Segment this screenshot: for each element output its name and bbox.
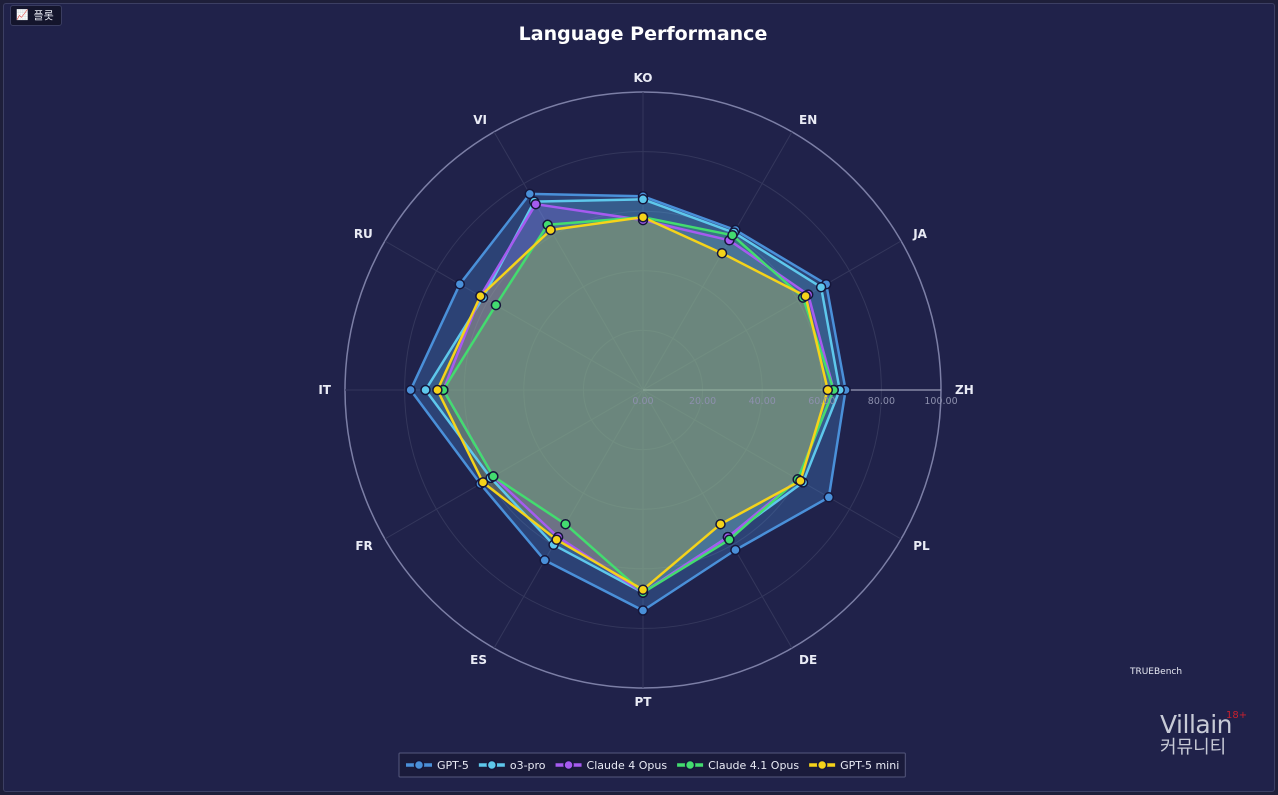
radial-tick-label: 20.00 — [689, 396, 716, 407]
data-point-gpt-5-mini — [822, 384, 834, 396]
data-point-gpt-5-mini — [477, 477, 489, 488]
radial-tick-label: 60.00 — [808, 396, 835, 407]
data-point-gpt-5 — [637, 605, 649, 616]
axis-labels: 0.00 20.00 40.00 60.00 80.00 100.00 KO EN JA ZH PL… — [318, 71, 973, 709]
grid-spoke — [493, 389, 644, 649]
data-point-o3-pro — [815, 281, 827, 293]
radar-grid — [344, 91, 942, 689]
radial-tick-label: 0.00 — [632, 396, 653, 407]
legend-item-o3-pro[interactable]: o3-pro — [478, 759, 546, 772]
legend: GPT-5 o3-pro Claude 4 Opus Claude 4.1 Opus G… — [398, 752, 906, 778]
grid-spoke — [493, 131, 644, 391]
data-point-gpt-5 — [823, 492, 835, 503]
data-point-claude-4-1-opus — [727, 229, 738, 241]
watermark-age-badge: 18+ — [1226, 710, 1248, 721]
radial-tick-label: 40.00 — [749, 396, 776, 407]
axis-label-it: IT — [318, 383, 331, 397]
data-point-gpt-5-mini — [800, 290, 811, 302]
data-point-claude-4-1-opus — [560, 518, 571, 530]
axis-label-de: DE — [799, 653, 817, 667]
series-area-layer — [410, 193, 846, 611]
legend-swatch-marker — [816, 759, 828, 771]
plot-button[interactable]: 📈 플롯 — [10, 5, 62, 26]
data-point-o3-pro — [420, 384, 431, 396]
data-point-claude-4-1-opus — [490, 299, 502, 311]
grid-spoke — [642, 389, 793, 649]
axis-label-ko: KO — [634, 71, 653, 85]
legend-box — [398, 752, 906, 778]
data-point-gpt-5 — [539, 555, 550, 566]
legend-swatch-marker — [563, 759, 574, 771]
legend-swatch-marker — [413, 759, 425, 771]
data-point-claude-4-1-opus — [488, 471, 499, 482]
axis-label-ru: RU — [354, 227, 373, 241]
axis-label-pt: PT — [635, 695, 653, 709]
chart-icon: 📈 — [16, 10, 29, 21]
series-area-gpt-5 — [410, 193, 846, 611]
source-label: TRUEBench — [1129, 667, 1182, 677]
legend-swatch-marker — [684, 759, 696, 771]
legend-label: Claude 4 Opus — [587, 759, 668, 772]
data-point-gpt-5-mini — [551, 534, 562, 545]
axis-label-vi: VI — [473, 113, 487, 127]
data-point-gpt-5-mini — [637, 584, 649, 595]
legend-label: GPT-5 — [437, 759, 469, 772]
data-point-gpt-5 — [730, 544, 741, 556]
data-point-gpt-5-mini — [716, 247, 728, 259]
radar-series — [405, 188, 851, 616]
legend-item-claude-4-1-opus[interactable]: Claude 4.1 Opus — [677, 759, 799, 772]
plot-button-label: 플롯 — [33, 9, 54, 22]
axis-label-fr: FR — [355, 539, 372, 553]
data-point-gpt-5 — [454, 278, 466, 290]
axis-label-zh: ZH — [955, 383, 974, 397]
watermark-logo: Villain 18+ 커뮤니티 — [1160, 710, 1247, 758]
watermark-brand: Villain — [1160, 710, 1233, 739]
radial-tick-label: 80.00 — [868, 396, 895, 407]
legend-swatch-marker — [486, 759, 498, 771]
data-point-gpt-5-mini — [475, 290, 486, 302]
legend-item-gpt-5-mini[interactable]: GPT-5 mini — [809, 759, 899, 772]
data-point-gpt-5-mini — [545, 224, 556, 236]
axis-label-es: ES — [470, 653, 487, 667]
grid-spoke — [384, 240, 644, 391]
legend-label: GPT-5 mini — [840, 759, 899, 772]
data-point-gpt-5-mini — [432, 384, 443, 396]
data-point-gpt-5 — [405, 384, 416, 396]
legend-item-claude-4-opus[interactable]: Claude 4 Opus — [555, 759, 668, 772]
grid-spoke — [384, 389, 644, 540]
data-point-gpt-5-mini — [637, 211, 649, 223]
series-area-claude-4-1-opus — [443, 217, 834, 593]
data-point-claude-4-1-opus — [724, 534, 735, 545]
grid-spoke — [642, 389, 902, 540]
axis-label-ja: JA — [912, 227, 927, 241]
data-point-gpt-5-mini — [715, 518, 726, 530]
data-point-gpt-5 — [524, 188, 536, 200]
data-point-gpt-5-mini — [795, 475, 806, 487]
data-point-o3-pro — [637, 194, 649, 205]
radial-tick-label: 100.00 — [924, 396, 957, 407]
grid-spoke — [642, 131, 793, 391]
watermark-sub: 커뮤니티 — [1160, 737, 1227, 758]
data-point-claude-4-opus — [530, 198, 541, 210]
legend-label: o3-pro — [510, 759, 546, 772]
legend-item-gpt-5[interactable]: GPT-5 — [406, 759, 469, 772]
series-area-gpt-5-mini — [437, 217, 828, 590]
series-area-o3-pro — [425, 199, 840, 593]
chart-title: Language Performance — [519, 23, 768, 45]
legend-label: Claude 4.1 Opus — [708, 759, 799, 772]
axis-label-en: EN — [799, 113, 817, 127]
axis-label-pl: PL — [913, 539, 930, 553]
grid-spoke — [642, 240, 902, 391]
series-area-claude-4-opus — [443, 204, 834, 593]
